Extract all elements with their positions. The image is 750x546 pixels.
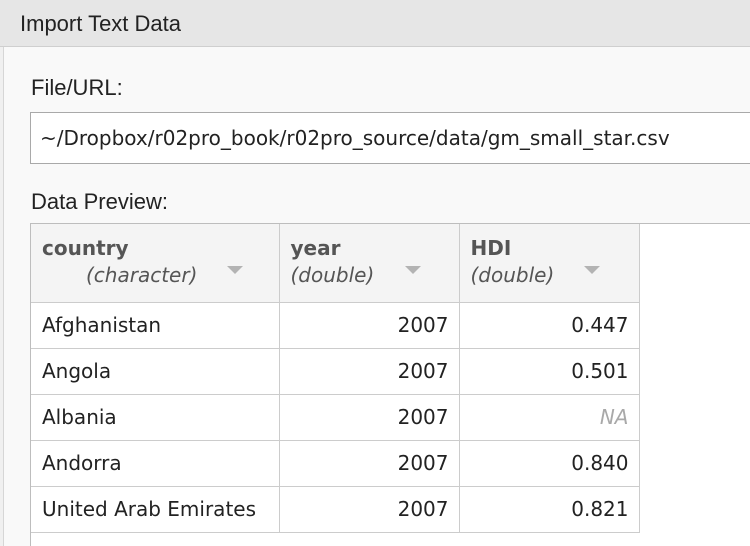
column-type-menu[interactable]: (character)	[86, 263, 198, 287]
cell-country: Albania	[31, 394, 280, 441]
dropdown-caret-icon[interactable]	[404, 266, 421, 274]
column-name: country	[42, 236, 129, 260]
column-header-hdi[interactable]: HDI (double)	[459, 224, 640, 303]
cell-hdi: 0.501	[459, 348, 640, 395]
cell-year: 2007	[279, 440, 460, 487]
dropdown-caret-icon[interactable]	[583, 266, 600, 274]
cell-country: Andorra	[31, 440, 280, 487]
table-row: Afghanistan 2007 0.447	[31, 302, 640, 349]
file-url-label: File/URL:	[31, 75, 123, 100]
cell-year: 2007	[279, 394, 460, 441]
column-header-country[interactable]: country (character)	[31, 224, 280, 303]
column-name: HDI	[470, 236, 512, 260]
cell-country: Angola	[31, 348, 280, 395]
data-preview-label: Data Preview:	[31, 189, 168, 214]
table-row: United Arab Emirates 2007 0.821	[31, 486, 640, 533]
cell-hdi: 0.840	[459, 440, 640, 487]
cell-hdi-na: NA	[459, 394, 640, 441]
column-name: year	[290, 236, 341, 260]
column-type-menu[interactable]: (double)	[290, 263, 375, 287]
cell-country: Afghanistan	[31, 302, 280, 349]
column-type-menu[interactable]: (double)	[470, 263, 555, 287]
cell-year: 2007	[279, 348, 460, 395]
dialog-title: Import Text Data	[20, 11, 181, 36]
table-row: Albania 2007 NA	[31, 394, 640, 441]
table-row: Andorra 2007 0.840	[31, 440, 640, 487]
cell-hdi: 0.821	[459, 486, 640, 533]
data-preview-table: country (character) year (double) HDI (d…	[31, 224, 640, 533]
cell-year: 2007	[279, 486, 460, 533]
table-header-row: country (character) year (double) HDI (d…	[31, 224, 640, 303]
dialog-title-bar: Import Text Data	[0, 0, 750, 47]
file-url-input[interactable]	[30, 112, 750, 164]
cell-year: 2007	[279, 302, 460, 349]
cell-hdi: 0.447	[459, 302, 640, 349]
column-header-year[interactable]: year (double)	[279, 224, 460, 303]
cell-country: United Arab Emirates	[31, 486, 280, 533]
dropdown-caret-icon[interactable]	[227, 266, 243, 274]
table-row: Angola 2007 0.501	[31, 348, 640, 395]
